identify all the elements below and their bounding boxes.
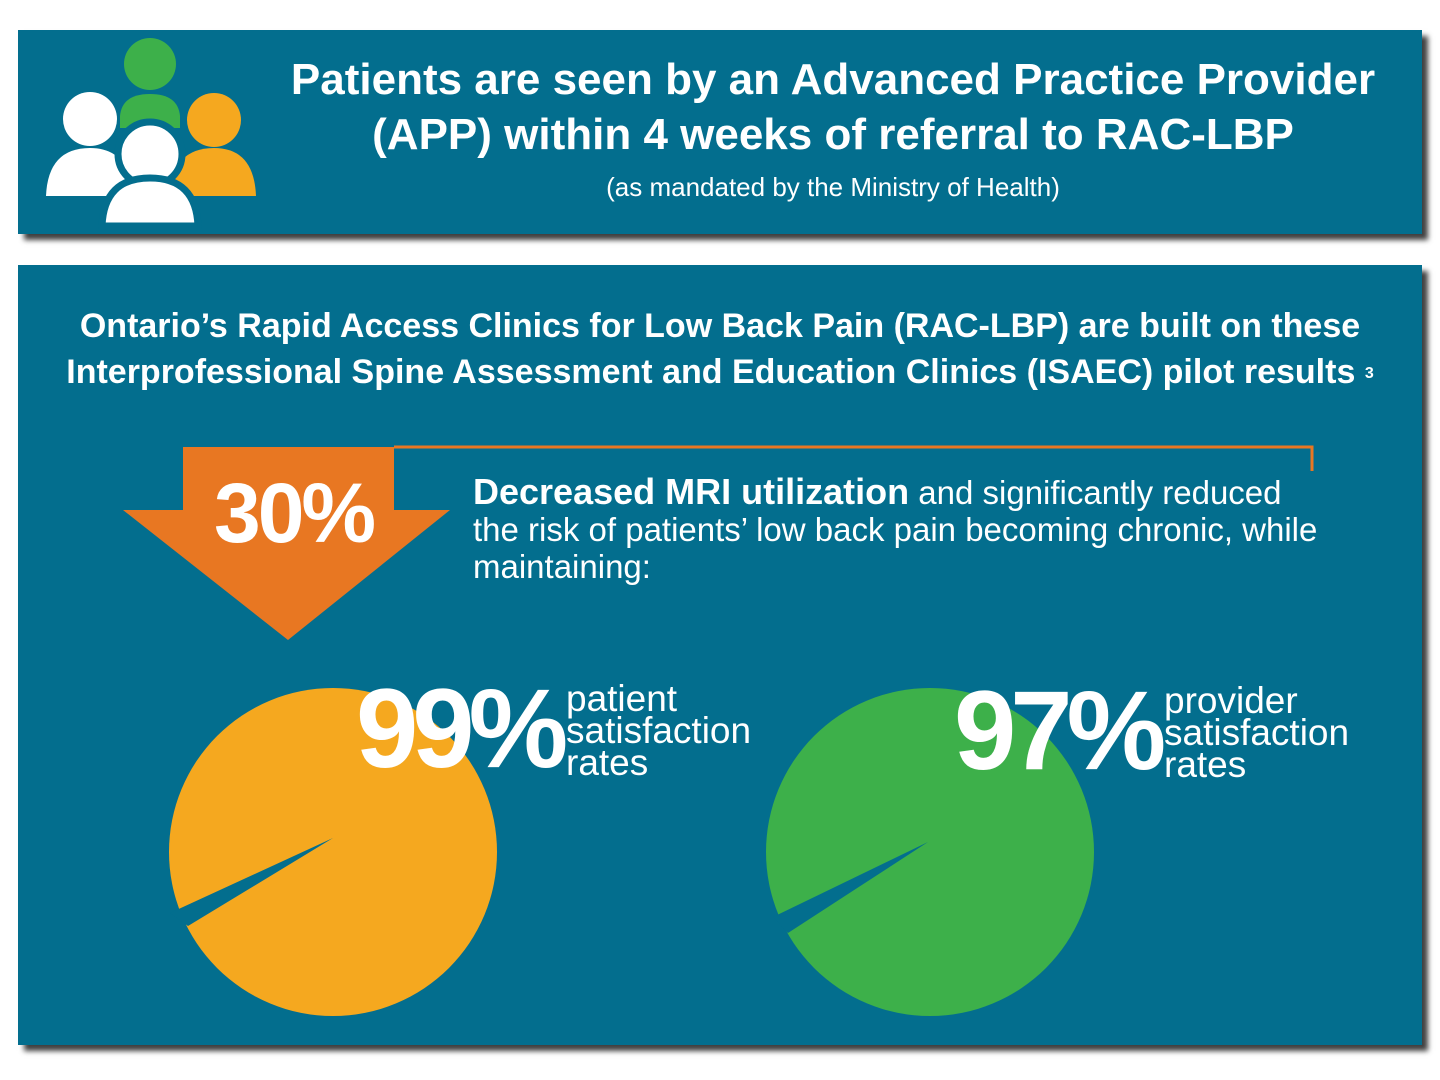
desc-rest: and significantly reduced the risk of pa…: [473, 474, 1318, 585]
provider-satisfaction-value: 97%: [954, 668, 1166, 793]
header-banner: Patients are seen by an Advanced Practic…: [18, 30, 1422, 234]
header-title-line1: Patients are seen by an Advanced Practic…: [290, 55, 1376, 104]
provider-satisfaction-pie: [766, 688, 1094, 1016]
heading-line1: Ontario’s Rapid Access Clinics for Low B…: [79, 307, 1361, 345]
arrow-value: 30%: [214, 466, 376, 560]
footnote-ref: 3: [1364, 365, 1374, 382]
label-line: satisfaction: [1164, 712, 1350, 753]
provider-pie-gap: [773, 842, 928, 933]
result-description: Decreased MRI utilization and significan…: [473, 473, 1333, 585]
label-line: rates: [1164, 744, 1247, 785]
desc-bold: Decreased MRI utilization: [473, 471, 910, 512]
provider-satisfaction-label: provider satisfaction rates: [1164, 680, 1350, 785]
header-title: Patients are seen by an Advanced Practic…: [248, 52, 1418, 162]
results-panel: Ontario’s Rapid Access Clinics for Low B…: [18, 265, 1422, 1045]
header-subtitle: (as mandated by the Ministry of Health): [606, 172, 1060, 202]
header-title-line2: (APP) within 4 weeks of referral to RAC-…: [372, 110, 1294, 159]
label-line: satisfaction: [566, 710, 752, 751]
patient-satisfaction-pie: [169, 688, 497, 1016]
heading-line2: Interprofessional Spine Assessment and E…: [66, 353, 1356, 391]
arrow-graphic: [123, 445, 1314, 640]
results-heading: Ontario’s Rapid Access Clinics for Low B…: [18, 303, 1422, 395]
down-arrow-icon: [123, 447, 450, 640]
label-line: patient: [566, 678, 678, 719]
label-line: provider: [1164, 680, 1298, 721]
patient-satisfaction-value: 99%: [356, 666, 568, 791]
pie-charts: [169, 688, 1094, 1016]
patient-satisfaction-label: patient satisfaction rates: [566, 678, 752, 783]
label-line: rates: [566, 742, 649, 783]
bracket-line: [394, 445, 1314, 471]
patient-pie-gap: [170, 838, 333, 926]
people-group-icon: [46, 38, 256, 230]
